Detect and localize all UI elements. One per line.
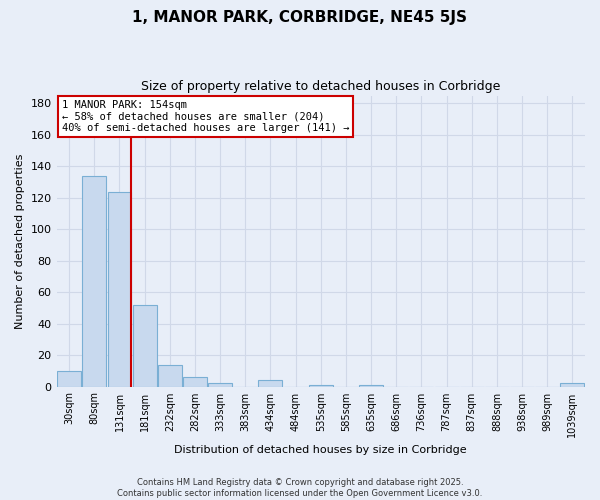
Bar	[208, 384, 232, 386]
Bar	[359, 385, 383, 386]
Bar	[158, 364, 182, 386]
Bar	[309, 385, 333, 386]
Text: 1, MANOR PARK, CORBRIDGE, NE45 5JS: 1, MANOR PARK, CORBRIDGE, NE45 5JS	[133, 10, 467, 25]
Bar	[57, 371, 81, 386]
Text: 1 MANOR PARK: 154sqm
← 58% of detached houses are smaller (204)
40% of semi-deta: 1 MANOR PARK: 154sqm ← 58% of detached h…	[62, 100, 349, 133]
X-axis label: Distribution of detached houses by size in Corbridge: Distribution of detached houses by size …	[175, 445, 467, 455]
Title: Size of property relative to detached houses in Corbridge: Size of property relative to detached ho…	[141, 80, 500, 93]
Bar	[259, 380, 283, 386]
Bar	[133, 305, 157, 386]
Bar	[183, 377, 207, 386]
Bar	[82, 176, 106, 386]
Text: Contains HM Land Registry data © Crown copyright and database right 2025.
Contai: Contains HM Land Registry data © Crown c…	[118, 478, 482, 498]
Bar	[107, 192, 131, 386]
Y-axis label: Number of detached properties: Number of detached properties	[15, 154, 25, 328]
Bar	[560, 384, 584, 386]
